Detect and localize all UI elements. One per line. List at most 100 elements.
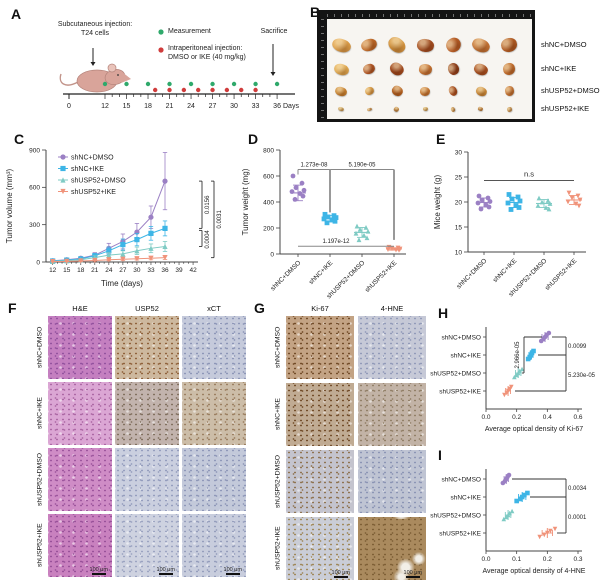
ihc-row-label: shNC+DMSO bbox=[274, 326, 282, 369]
panel-b-letter: B bbox=[310, 4, 321, 20]
ihc-micrograph: 100 μm bbox=[48, 514, 112, 577]
svg-text:0.3: 0.3 bbox=[573, 556, 582, 563]
svg-text:600: 600 bbox=[263, 173, 274, 180]
tumor-specimen bbox=[447, 84, 459, 98]
svg-text:0.1: 0.1 bbox=[512, 556, 521, 563]
svg-text:30: 30 bbox=[133, 267, 141, 274]
ihc-micrograph bbox=[182, 316, 246, 379]
sacrifice-label: Sacrifice bbox=[260, 28, 288, 35]
injection-dot bbox=[158, 47, 164, 53]
svg-text:Days: Days bbox=[283, 103, 299, 110]
group-shNC+IKE bbox=[525, 348, 536, 362]
svg-text:shNC+IKE: shNC+IKE bbox=[71, 166, 104, 173]
svg-text:0.0004: 0.0004 bbox=[205, 230, 211, 249]
svg-text:24: 24 bbox=[187, 103, 195, 110]
group-shUSP52+DMSO bbox=[353, 223, 371, 243]
group-shUSP52+IKE bbox=[502, 384, 514, 398]
svg-text:36: 36 bbox=[273, 103, 281, 110]
group-shNC+DMSO bbox=[538, 330, 552, 344]
svg-text:shUSP52+IKE: shUSP52+IKE bbox=[439, 388, 481, 395]
panel-e-mice-weight: E 10 15 20 25 30 Mice weight (g) shNC+DMSO shNC… bbox=[428, 128, 600, 306]
svg-text:Time (days): Time (days) bbox=[101, 279, 143, 288]
svg-text:shNC+IKE: shNC+IKE bbox=[450, 494, 481, 501]
tumor-group-label: shUSP52+DMSO bbox=[541, 86, 600, 95]
scale-bar: 100 μm bbox=[224, 567, 242, 575]
ihc-micrograph: 100 μm bbox=[182, 514, 246, 577]
tumor-group-label: shUSP52+IKE bbox=[541, 104, 590, 113]
tumor-specimen bbox=[499, 36, 519, 54]
svg-text:0.0099: 0.0099 bbox=[568, 344, 587, 350]
tumor-specimen bbox=[474, 84, 488, 98]
tumor-specimen bbox=[472, 61, 490, 77]
scale-bar: 100 μm bbox=[157, 567, 175, 575]
svg-text:0.0034: 0.0034 bbox=[568, 486, 587, 492]
group-shNC+IKE bbox=[514, 490, 530, 504]
mice-weight-chart: 10 15 20 25 30 Mice weight (g) shNC+DMSO shNC+I… bbox=[433, 149, 586, 298]
ihc-micrograph bbox=[286, 450, 354, 513]
svg-text:2.966e-05: 2.966e-05 bbox=[515, 341, 521, 369]
svg-text:21: 21 bbox=[91, 267, 99, 274]
panel-g-ihc-grid: G Ki-67 4-HNE shNC+DMSO shNC+IKE shUSP52+DMS… bbox=[252, 300, 430, 585]
ihc-column-header: USP52 bbox=[135, 304, 159, 313]
panel-h-letter: H bbox=[438, 305, 449, 321]
svg-text:0.0: 0.0 bbox=[481, 556, 490, 563]
svg-text:shNC+DMSO: shNC+DMSO bbox=[441, 334, 481, 341]
panel-g-letter: G bbox=[254, 300, 265, 316]
tumor-specimen bbox=[366, 106, 372, 112]
svg-text:Average optical density of Ki-: Average optical density of Ki-67 bbox=[485, 426, 583, 433]
ihc-micrograph: 100 μm bbox=[115, 514, 179, 577]
svg-text:shUSP52+IKE: shUSP52+IKE bbox=[544, 257, 579, 292]
svg-text:0.0: 0.0 bbox=[481, 414, 490, 421]
svg-text:0.0031: 0.0031 bbox=[217, 210, 223, 229]
svg-text:0: 0 bbox=[270, 251, 274, 258]
group-shNC+DMSO bbox=[500, 472, 512, 486]
svg-text:5.230e-05: 5.230e-05 bbox=[568, 373, 596, 379]
svg-text:1.197e-12: 1.197e-12 bbox=[322, 239, 350, 245]
ihc-column-header: xCT bbox=[207, 304, 221, 313]
subcutaneous-injection-label: Subcutaneous injection: T24 cells bbox=[57, 21, 133, 37]
tumor-specimen bbox=[502, 62, 516, 76]
photo-background bbox=[327, 19, 532, 119]
panel-e-letter: E bbox=[436, 131, 446, 147]
svg-text:shNC+IKE: shNC+IKE bbox=[492, 257, 519, 284]
tumor-specimen bbox=[506, 106, 512, 112]
ihc-column-header: Ki-67 bbox=[311, 304, 329, 313]
tumor-specimen bbox=[415, 37, 435, 53]
tumor-specimen bbox=[445, 61, 461, 77]
svg-text:39: 39 bbox=[175, 267, 183, 274]
fourhne-density-chart: 0.0 0.1 0.2 0.3 Average optical density of 4… bbox=[430, 469, 587, 575]
group-shUSP52+IKE bbox=[385, 244, 403, 253]
ihc-micrograph: 100 μm bbox=[358, 517, 426, 580]
tumor-specimen bbox=[389, 83, 405, 99]
panel-d-letter: D bbox=[248, 131, 259, 147]
ihc-column-header: 4-HNE bbox=[380, 304, 404, 313]
svg-text:400: 400 bbox=[263, 199, 274, 206]
svg-text:Mice weight (g): Mice weight (g) bbox=[433, 175, 442, 230]
group-shNC+IKE bbox=[321, 211, 339, 226]
ihc-row-label: shNC+IKE bbox=[274, 398, 282, 431]
svg-text:18: 18 bbox=[77, 267, 85, 274]
scale-bar: 100 μm bbox=[404, 570, 422, 578]
series-shUSP52+IKE bbox=[50, 255, 168, 265]
ip-injection-legend-label: Intraperitoneal injection: DMSO or IKE (4… bbox=[168, 45, 246, 61]
svg-text:0.2: 0.2 bbox=[543, 556, 552, 563]
svg-text:200: 200 bbox=[263, 225, 274, 232]
svg-text:900: 900 bbox=[29, 147, 40, 154]
svg-text:12: 12 bbox=[49, 267, 57, 274]
ihc-micrograph bbox=[358, 450, 426, 513]
svg-text:shNC+DMSO: shNC+DMSO bbox=[71, 155, 114, 162]
svg-text:20: 20 bbox=[455, 199, 463, 206]
panel-i-letter: I bbox=[438, 447, 442, 463]
tumor-specimen bbox=[393, 105, 401, 113]
ihc-micrograph bbox=[286, 383, 354, 446]
tumor-specimen bbox=[503, 85, 515, 97]
group-shUSP52+IKE bbox=[565, 190, 583, 209]
svg-text:21: 21 bbox=[166, 103, 174, 110]
svg-text:12: 12 bbox=[101, 103, 109, 110]
ihc-micrograph bbox=[48, 382, 112, 445]
panel-d-tumor-weight: D 0 200 400 600 800 Tumor weight (mg) shNC+DMS… bbox=[236, 128, 428, 306]
svg-text:15: 15 bbox=[63, 267, 71, 274]
measurement-legend-label: Measurement bbox=[168, 28, 211, 35]
svg-text:18: 18 bbox=[144, 103, 152, 110]
